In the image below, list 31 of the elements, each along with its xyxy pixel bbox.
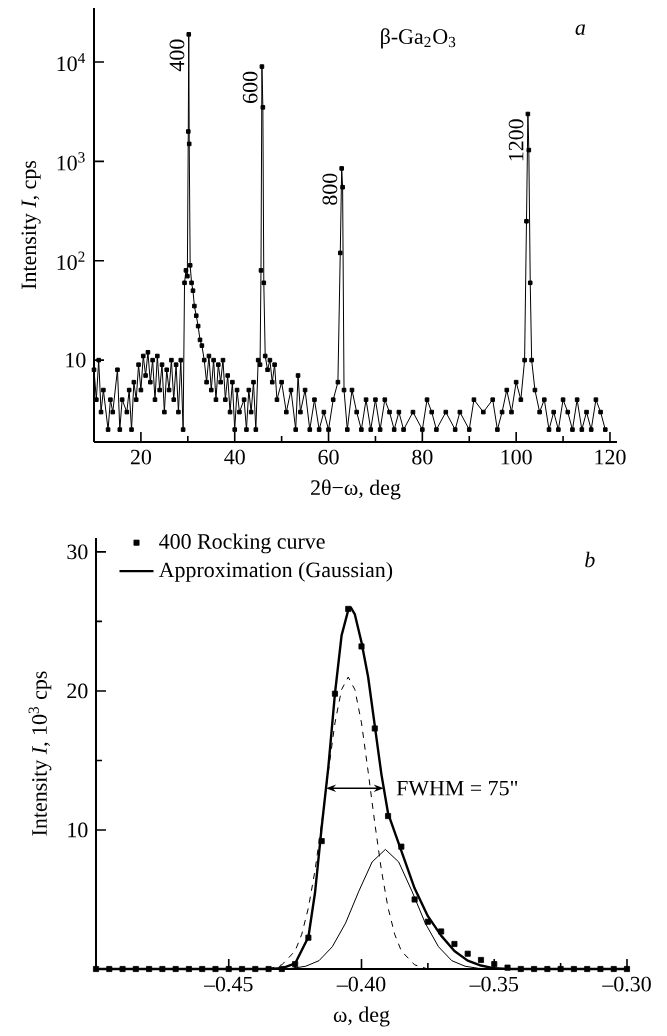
annotation: 800 [322, 173, 338, 205]
legend-label: 400 Rocking curve [159, 533, 325, 554]
x-tick-label: –0.35 [469, 976, 519, 992]
x-tick-label: 40 [224, 449, 245, 465]
annotation: 400 [169, 39, 185, 72]
y-tick-label: 10$^{2}$ [57, 251, 85, 270]
x-tick-label: 100 [501, 449, 532, 465]
x-tick-label: 20 [130, 449, 152, 465]
y-tick-label: 30 [67, 544, 88, 560]
y-tick-label: 10$^{3}$ [57, 152, 85, 171]
x-axis-title: 2θ−ω, deg [311, 479, 401, 500]
y-axis-title: Intensity I, 10$^{3}$ cps [28, 671, 52, 836]
y-tick-label: 20 [67, 683, 88, 699]
annotation: b [585, 551, 595, 568]
y-axis-title: Intensity I, cps [21, 160, 41, 290]
legend-label: Approximation (Gaussian) [158, 561, 393, 582]
y-tick-label: 10 [68, 822, 88, 838]
annotation: β-Ga$_{2}$O$_{3}$ [381, 28, 456, 49]
annotation: a [575, 24, 586, 35]
annotation: 600 [242, 71, 258, 103]
annotation: FWHM = 75" [396, 780, 518, 796]
x-tick-label: –0.40 [336, 976, 386, 992]
x-axis-title: ω, deg [333, 1006, 390, 1027]
x-tick-label: –0.30 [602, 976, 651, 992]
x-tick-label: 120 [595, 449, 626, 465]
y-tick-label: 10 [66, 352, 86, 368]
x-tick-label: –0.45 [203, 976, 253, 992]
y-tick-label: 10$^{4}$ [57, 52, 86, 72]
x-tick-label: 80 [412, 449, 433, 465]
annotation: 1200 [508, 119, 524, 161]
x-tick-label: 60 [318, 449, 339, 465]
